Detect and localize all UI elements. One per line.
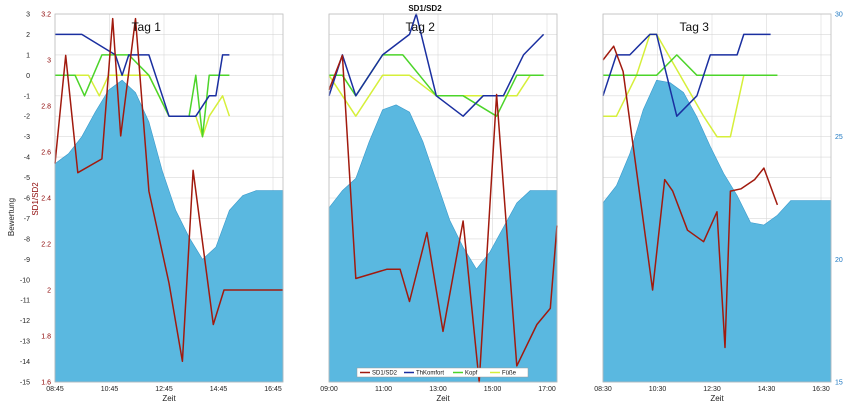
series-kopf: [603, 54, 778, 77]
day-label: Tag 1: [132, 20, 162, 34]
legend-label: ThKomfort: [416, 371, 444, 377]
legend-label: Kopf: [465, 371, 478, 377]
panel-frame: [54, 13, 284, 383]
y-tick-bewertung: -13: [20, 339, 30, 346]
panel-2: Tag 2 09:00 11:00 13:00 15:00 17:00 Zeit: [320, 13, 558, 403]
y-tick-bewertung: -6: [24, 196, 30, 203]
x-tick-label: 16:30: [812, 386, 830, 393]
y-tick-bewertung: -1: [24, 93, 30, 100]
series-kopf: [329, 54, 544, 117]
y-tick-bewertung: 3: [26, 12, 30, 19]
x-tick-label: 11:00: [375, 386, 392, 393]
legend: SD1/SD2 ThKomfort Kopf Füße: [356, 367, 529, 378]
x-tick-label: 09:00: [320, 386, 338, 393]
chart-title: SD1/SD2: [408, 4, 442, 13]
y-tick-bewertung: -14: [20, 359, 30, 366]
y-tick-sd: 1.8: [41, 334, 51, 341]
panel-frame: [328, 13, 558, 383]
y-tick-sd: 1.6: [41, 380, 51, 387]
x-tick-label: 10:45: [101, 386, 119, 393]
x-axis-label: Zeit: [436, 394, 450, 403]
y-tick-right: 25: [835, 134, 843, 141]
y-tick-right: 15: [835, 380, 843, 387]
series-thkomfort: [602, 33, 771, 117]
area-series: [54, 79, 284, 383]
legend-box: [356, 367, 529, 378]
panels: Tag 1 08:45 10:45 12:45 14:45 16:45 Zeit Tag 2 0…: [46, 13, 832, 403]
y-tick-bewertung: -8: [24, 236, 30, 243]
y-axis-label-bewertung: Bewertung: [7, 198, 16, 236]
series-sd: [602, 45, 779, 349]
y-tick-bewertung: 2: [26, 32, 30, 39]
y-tick-sd: 2.4: [41, 196, 51, 203]
series-thkomfort: [328, 13, 545, 117]
y-tick-bewertung: -4: [24, 155, 30, 162]
y-tick-sd: 3: [47, 58, 51, 65]
y-tick-bewertung: -12: [20, 318, 30, 325]
y-tick-bewertung: 1: [26, 52, 30, 59]
y-tick-bewertung: -10: [20, 277, 30, 284]
y-tick-right: 20: [835, 257, 843, 264]
y-tick-sd: 2.8: [41, 104, 51, 111]
x-tick-label: 08:30: [594, 386, 612, 393]
series-sd: [54, 17, 283, 363]
y-tick-bewertung: -3: [24, 134, 30, 141]
y-tick-sd: 2: [47, 288, 51, 295]
y-tick-sd: 2.2: [41, 242, 51, 249]
panel-frame: [602, 13, 832, 383]
x-tick-label: 12:30: [703, 386, 721, 393]
panel-1: Tag 1 08:45 10:45 12:45 14:45 16:45 Zeit: [46, 13, 284, 403]
day-label: Tag 3: [680, 20, 710, 34]
y-tick-bewertung: -5: [24, 175, 30, 182]
y-tick-bewertung: -9: [24, 257, 30, 264]
y-tick-sd: 3.2: [41, 12, 51, 19]
x-tick-label: 15:00: [484, 386, 502, 393]
y-tick-sd: 2.6: [41, 150, 51, 157]
x-tick-label: 16:45: [264, 386, 282, 393]
x-tick-label: 17:00: [538, 386, 556, 393]
y-tick-right: 30: [835, 12, 843, 19]
series-sd: [328, 54, 558, 383]
series-kopf: [55, 54, 230, 138]
x-tick-label: 14:30: [758, 386, 776, 393]
y-axis-label-sd: SD1/SD2: [31, 182, 40, 216]
legend-label: Füße: [502, 371, 517, 377]
series-fusse: [328, 74, 544, 117]
y-axis-left: 3 2 1 0 -1 -2 -3 -4 -5 -6 -7 -8 -9 -10 -11 -12 -13 -14 -15…: [20, 12, 51, 387]
x-axis-label: Zeit: [162, 394, 176, 403]
y-tick-bewertung: -7: [24, 216, 30, 223]
y-tick-bewertung: -2: [24, 114, 30, 121]
x-tick-label: 14:45: [210, 386, 228, 393]
x-axis-label: Zeit: [710, 394, 724, 403]
x-tick-label: 12:45: [155, 386, 173, 393]
area-series: [328, 104, 558, 383]
y-tick-bewertung: -11: [20, 298, 30, 305]
y-tick-bewertung: 0: [26, 73, 30, 80]
x-tick-label: 08:45: [46, 386, 64, 393]
x-tick-label: 13:00: [429, 386, 447, 393]
x-tick-label: 10:30: [649, 386, 667, 393]
y-axis-right: 30 25 20 15: [835, 12, 843, 387]
panel-3: Tag 3 08:30 10:30 12:30 14:30 16:30 Zeit: [594, 13, 832, 403]
day-label: Tag 2: [406, 20, 436, 34]
area-series: [602, 79, 832, 383]
y-tick-bewertung: -15: [20, 380, 30, 387]
legend-label: SD1/SD2: [372, 371, 398, 377]
